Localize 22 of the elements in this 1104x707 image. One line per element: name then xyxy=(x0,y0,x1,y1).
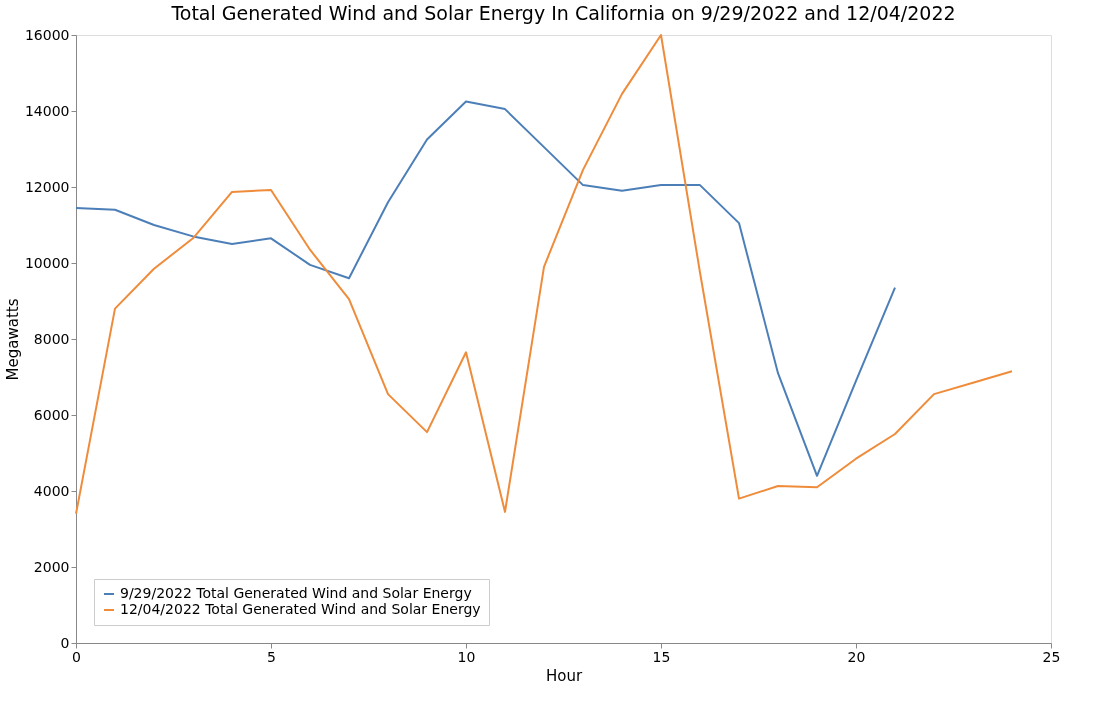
x-tick-label: 0 xyxy=(72,648,81,665)
y-tick-label: 2000 xyxy=(33,558,70,575)
line-series xyxy=(75,34,1013,515)
x-tick-label: 15 xyxy=(652,648,671,665)
y-tick-label: 8000 xyxy=(33,330,70,347)
y-tick-label: 12000 xyxy=(24,178,70,195)
y-tick-label: 10000 xyxy=(24,254,70,271)
y-tick-label: 4000 xyxy=(33,482,70,499)
x-axis-title: Hour xyxy=(545,666,583,685)
x-tick-label: 10 xyxy=(457,648,476,665)
y-tick-label: 16000 xyxy=(24,26,70,43)
x-tick-label: 25 xyxy=(1042,648,1061,665)
y-tick-label: 0 xyxy=(60,634,70,651)
chart-title: Total Generated Wind and Solar Energy In California on 9/29/2022 and 12/04/2022 xyxy=(170,2,956,24)
y-tick-label: 6000 xyxy=(33,406,70,423)
x-tick-label: 20 xyxy=(847,648,866,665)
x-tick-label: 5 xyxy=(267,648,276,665)
legend-label: 12/04/2022 Total Generated Wind and Solar Energy xyxy=(120,601,481,617)
y-axis-title: Megawatts xyxy=(3,298,22,381)
legend-label: 9/29/2022 Total Generated Wind and Solar Energy xyxy=(120,585,472,601)
line-series xyxy=(75,100,896,477)
y-tick-label: 14000 xyxy=(24,102,70,119)
